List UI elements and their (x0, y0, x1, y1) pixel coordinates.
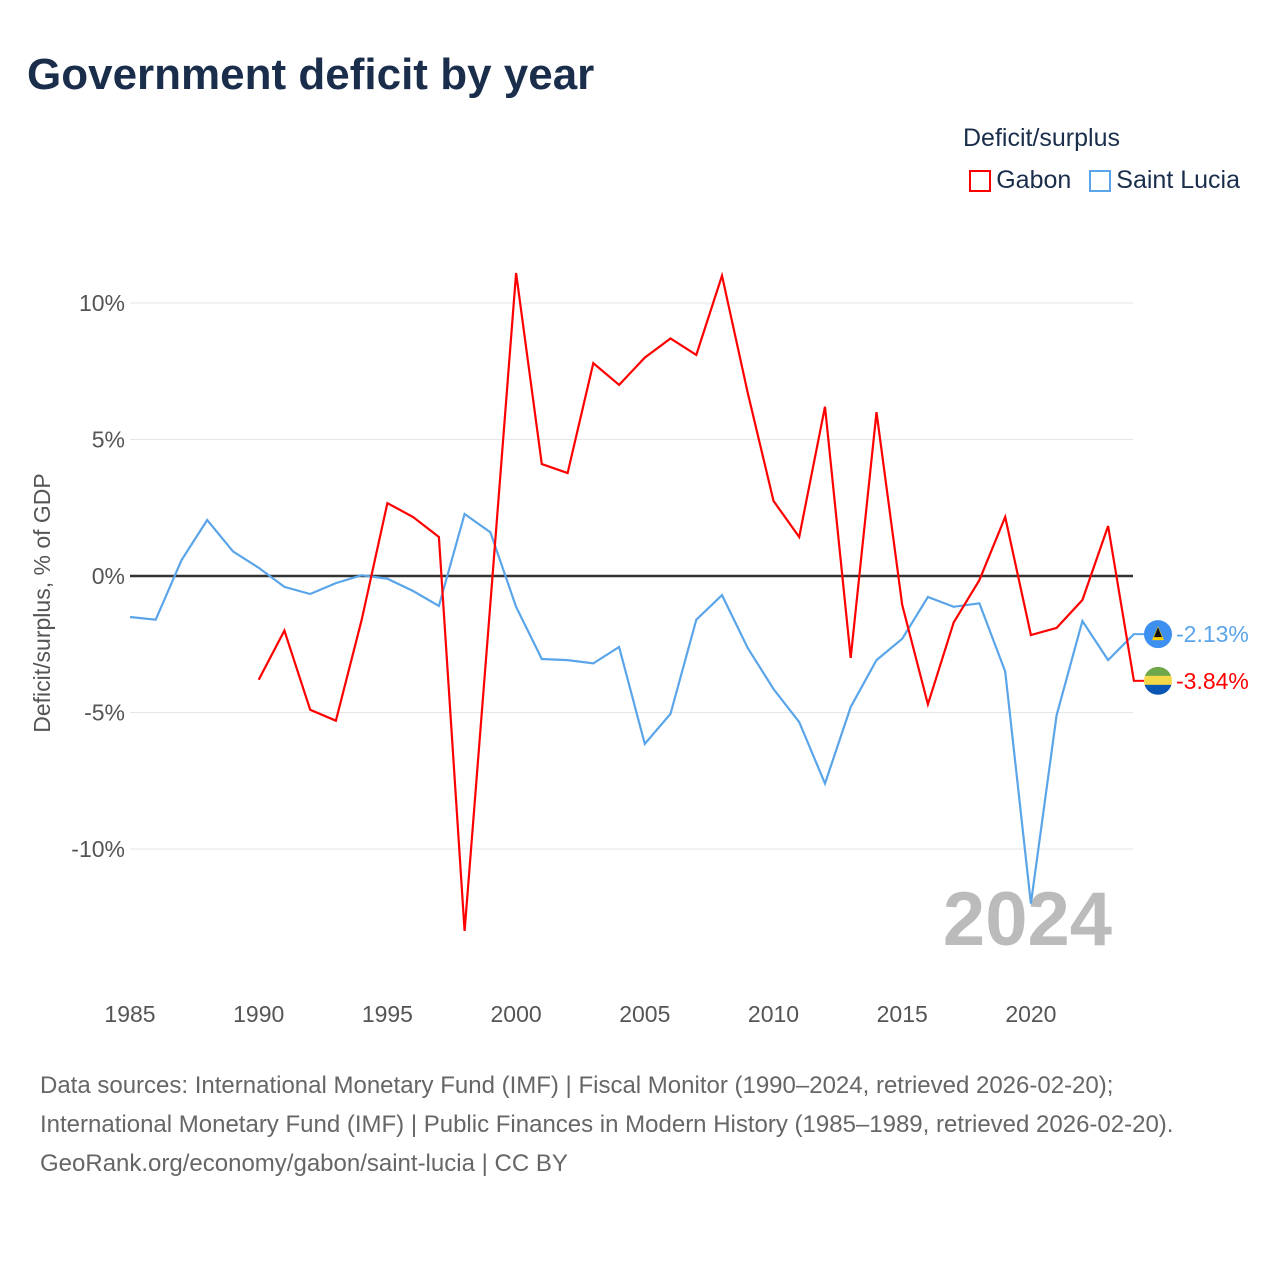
x-tick-label: 2005 (619, 1001, 670, 1027)
x-tick-label: 2020 (1005, 1001, 1056, 1027)
x-tick-label: 1995 (362, 1001, 413, 1027)
x-tick-label: 2000 (491, 1001, 542, 1027)
y-tick-label: -5% (84, 700, 125, 726)
legend: Gabon Saint Lucia (969, 166, 1240, 195)
gabon-flag-icon (1144, 684, 1172, 695)
year-watermark: 2024 (943, 877, 1112, 962)
saint-lucia-flag-inner (1154, 627, 1162, 638)
y-tick-label: 5% (92, 427, 125, 453)
y-axis-label: Deficit/surplus, % of GDP (29, 473, 55, 732)
legend-item-gabon[interactable]: Gabon (969, 166, 1071, 195)
legend-swatch-saint-lucia (1089, 169, 1112, 192)
gabon-flag-icon (1144, 675, 1172, 686)
line-chart: 10% 5% 0% -5% -10% 1985 1990 1995 2000 2005 2010 20… (29, 271, 1249, 1027)
y-tick-label: -10% (71, 836, 125, 862)
attribution-link[interactable]: GeoRank.org/economy/gabon/saint-lucia | … (40, 1150, 568, 1177)
series-line-gabon (257, 271, 1135, 931)
x-tick-label: 1990 (233, 1001, 284, 1027)
y-tick-label: 0% (92, 563, 125, 589)
data-sources-text: Data sources: International Monetary Fun… (40, 1072, 1174, 1138)
y-tick-label: 10% (79, 290, 125, 316)
end-label-saint-lucia: -2.13% (1176, 621, 1249, 647)
x-tick-label: 2010 (748, 1001, 799, 1027)
legend-label-gabon: Gabon (996, 166, 1072, 194)
legend-item-saint-lucia[interactable]: Saint Lucia (1089, 166, 1240, 195)
series-line-saint-lucia (129, 512, 1135, 904)
end-label-gabon: -3.84% (1176, 668, 1249, 694)
x-tick-label: 2015 (877, 1001, 928, 1027)
chart-title: Government deficit by year (27, 50, 595, 99)
legend-title: Deficit/surplus (963, 124, 1120, 152)
x-tick-label: 1985 (104, 1001, 155, 1027)
legend-swatch-gabon (969, 169, 992, 192)
sources: Data sources: International Monetary Fun… (40, 1066, 1240, 1183)
gabon-flag-icon (1144, 666, 1172, 677)
legend-label-saint-lucia: Saint Lucia (1116, 166, 1240, 194)
